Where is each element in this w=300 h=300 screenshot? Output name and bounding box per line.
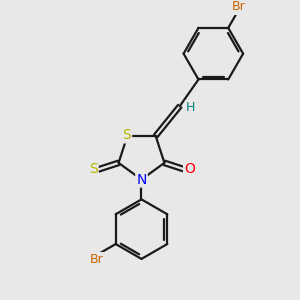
Text: Br: Br [90,253,104,266]
Text: N: N [136,172,147,187]
Text: O: O [184,162,195,176]
Text: H: H [186,101,195,114]
Text: Br: Br [232,0,246,13]
Text: S: S [89,162,98,176]
Text: S: S [122,128,131,142]
